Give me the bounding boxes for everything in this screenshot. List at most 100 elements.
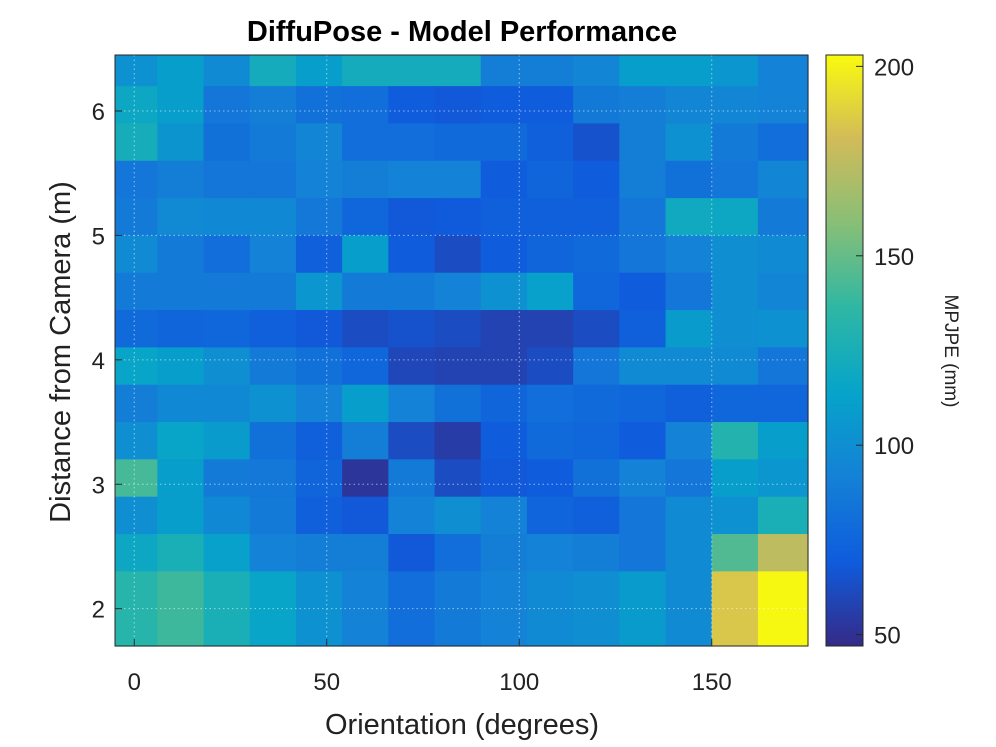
heatmap-cell: [757, 86, 809, 125]
heatmap-cell: [665, 272, 713, 311]
heatmap-cell: [480, 384, 528, 423]
heatmap-cell: [480, 160, 528, 199]
x-tick-label: 150: [692, 669, 732, 696]
heatmap-cell: [295, 534, 343, 572]
heatmap-cell: [249, 310, 297, 348]
heatmap-cell: [249, 272, 297, 311]
heatmap-cell: [619, 55, 667, 87]
heatmap-cell: [249, 160, 297, 199]
heatmap-cell: [573, 534, 620, 572]
heatmap-cell: [115, 459, 158, 498]
heatmap-cell: [295, 55, 343, 87]
heatmap-cell: [249, 198, 297, 237]
heatmap-cell: [711, 459, 759, 498]
heatmap-cell: [203, 160, 251, 199]
heatmap-cell: [434, 534, 482, 572]
colorbar-tick-label: 50: [874, 623, 901, 650]
heatmap-cell: [342, 86, 389, 125]
heatmap-cell: [619, 160, 667, 199]
heatmap-cell: [573, 459, 620, 498]
heatmap-cell: [295, 235, 343, 274]
heatmap-cell: [295, 198, 343, 237]
heatmap-cell: [249, 55, 297, 87]
heatmap-cell: [665, 310, 713, 348]
heatmap-cell: [619, 272, 667, 311]
heatmap-cell: [711, 86, 759, 125]
heatmap-cell: [757, 198, 809, 237]
heatmap-cell: [757, 422, 809, 460]
heatmap-cell: [434, 123, 482, 162]
heatmap-cell: [295, 459, 343, 498]
heatmap-cell: [619, 496, 667, 535]
heatmap-cell: [388, 272, 436, 311]
heatmap-cell: [342, 496, 389, 535]
heatmap-cell: [388, 160, 436, 199]
heatmap-cell: [434, 235, 482, 274]
colorbar-tick-label: 100: [874, 433, 914, 460]
heatmap-cell: [526, 534, 574, 572]
heatmap-cell: [619, 422, 667, 460]
heatmap-cell: [434, 347, 482, 386]
heatmap-cell: [388, 123, 436, 162]
heatmap-cell: [573, 310, 620, 348]
heatmap-cell: [434, 160, 482, 199]
heatmap-cell: [665, 459, 713, 498]
heatmap-cell: [480, 422, 528, 460]
heatmap-cell: [295, 384, 343, 423]
heatmap-cell: [115, 86, 158, 125]
heatmap-cell: [115, 272, 158, 311]
colorbar-tick-label: 200: [874, 54, 914, 81]
heatmap-cell: [665, 235, 713, 274]
heatmap-cell: [757, 310, 809, 348]
heatmap-cell: [295, 422, 343, 460]
heatmap-cell: [526, 123, 574, 162]
heatmap-cell: [526, 235, 574, 274]
heatmap-cell: [619, 198, 667, 237]
heatmap-cell: [480, 272, 528, 311]
heatmap-cell: [665, 198, 713, 237]
heatmap-cell: [573, 55, 620, 87]
heatmap-cell: [115, 496, 158, 535]
heatmap-cell: [157, 534, 205, 572]
heatmap-cell: [203, 310, 251, 348]
heatmap-cell: [434, 422, 482, 460]
heatmap-cell: [342, 459, 389, 498]
heatmap-cell: [757, 160, 809, 199]
heatmap-cell: [573, 347, 620, 386]
heatmap-cell: [295, 123, 343, 162]
heatmap-cell: [157, 160, 205, 199]
heatmap-cell: [573, 496, 620, 535]
heatmap-cell: [526, 496, 574, 535]
heatmap-cell: [388, 571, 436, 647]
heatmap-cell: [203, 123, 251, 162]
heatmap-cell: [249, 422, 297, 460]
heatmap-cell: [157, 310, 205, 348]
heatmap-cells: [115, 55, 809, 647]
heatmap-cell: [526, 198, 574, 237]
heatmap-cell: [157, 86, 205, 125]
heatmap-cell: [249, 534, 297, 572]
heatmap-cell: [157, 422, 205, 460]
heatmap-cell: [711, 422, 759, 460]
heatmap-cell: [434, 86, 482, 125]
heatmap-cell: [526, 272, 574, 311]
heatmap-cell: [619, 384, 667, 423]
heatmap-cell: [757, 123, 809, 162]
heatmap-cell: [757, 347, 809, 386]
grid-lines: [115, 55, 808, 646]
heatmap-cell: [434, 384, 482, 423]
heatmap-cell: [388, 459, 436, 498]
heatmap-cell: [757, 459, 809, 498]
heatmap-cell: [157, 235, 205, 274]
heatmap-cell: [480, 55, 528, 87]
heatmap-cell: [388, 310, 436, 348]
heatmap-cell: [526, 422, 574, 460]
heatmap-cell: [342, 384, 389, 423]
plot-frame: [114, 54, 809, 647]
heatmap-cell: [573, 198, 620, 237]
heatmap-cell: [295, 496, 343, 535]
heatmap-cell: [249, 496, 297, 535]
y-tick-label: 5: [92, 223, 105, 250]
heatmap-cell: [480, 198, 528, 237]
colorbar-label: MPJPE (mm): [940, 295, 961, 408]
